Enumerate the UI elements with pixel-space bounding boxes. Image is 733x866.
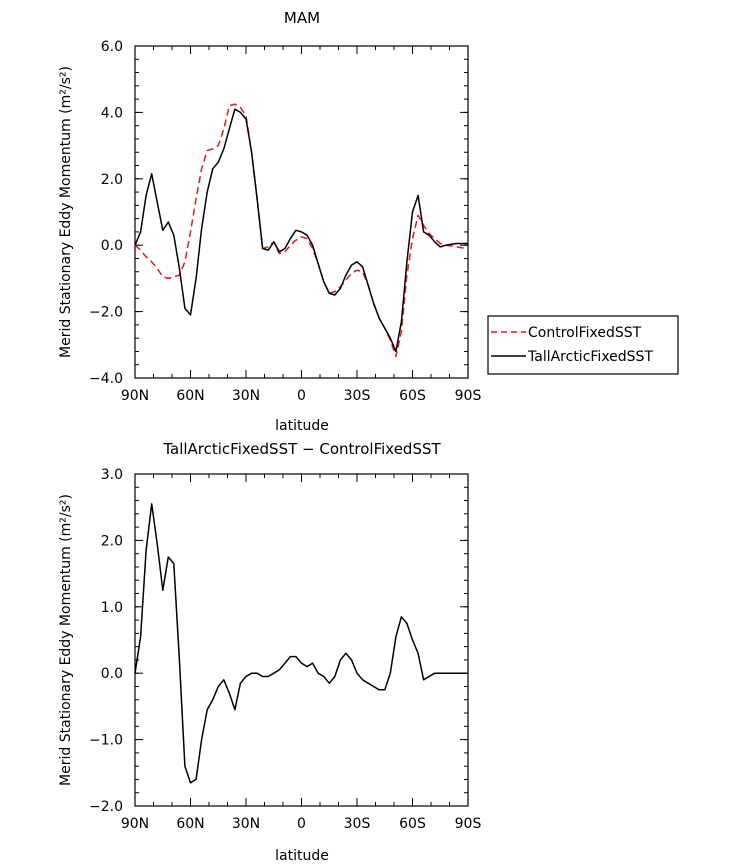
top-x-tick-label: 60N: [176, 388, 204, 404]
top-x-tick-label: 60S: [399, 388, 426, 404]
top-chart-title: MAM: [284, 9, 320, 27]
top-y-tick-label: −2.0: [89, 305, 123, 321]
bottom-y-tick-label: −2.0: [89, 799, 123, 815]
bottom-y-axis-label: Merid Stationary Eddy Momentum (m²/s²): [58, 494, 74, 786]
bottom-x-tick-label: 30S: [344, 816, 371, 832]
legend-label-control: ControlFixedSST: [528, 325, 642, 341]
top-axes: 90N 60N 30N 0 30S 60S 90S −4.0 −2.0 0.0 2.0 4.0 6.0: [89, 39, 481, 404]
bottom-chart-title: TallArcticFixedSST − ControlFixedSST: [162, 440, 441, 458]
bottom-x-tick-label: 0: [297, 816, 306, 832]
top-x-tick-label: 30N: [232, 388, 260, 404]
top-series-line-tallarcticfixedsst: [134, 108, 468, 353]
top-y-tick-label: 2.0: [101, 172, 123, 188]
top-y-tick-label: 6.0: [101, 39, 123, 55]
legend-box: [487, 315, 679, 375]
bottom-series-lines: [134, 503, 468, 784]
top-x-tick-label: 90N: [121, 388, 149, 404]
top-x-tick-label: 0: [297, 388, 306, 404]
bottom-x-axis-label: latitude: [275, 848, 329, 864]
top-x-tick-label: 30S: [344, 388, 371, 404]
top-y-tick-label: −4.0: [89, 371, 123, 387]
bottom-series-line-difference: [134, 503, 468, 784]
bottom-x-tick-label: 90S: [455, 816, 482, 832]
bottom-axes: 90N 60N 30N 0 30S 60S 90S −2.0 −1.0 0.0 1.0 2.0 3.0: [89, 467, 481, 832]
top-y-tick-label: 0.0: [101, 238, 123, 254]
bottom-y-tick-label: 3.0: [101, 467, 123, 483]
top-x-tick-label: 90S: [455, 388, 482, 404]
bottom-x-tick-label: 60N: [176, 816, 204, 832]
bottom-y-tick-label: 0.0: [101, 666, 123, 682]
legend: ControlFixedSST TallArcticFixedSST: [487, 315, 679, 375]
bottom-y-tick-label: 1.0: [101, 600, 123, 616]
legend-label-tallarctic: TallArcticFixedSST: [527, 349, 653, 365]
bottom-x-tick-label: 90N: [121, 816, 149, 832]
top-plot-frame: [134, 45, 469, 379]
bottom-y-tick-label: 2.0: [101, 533, 123, 549]
bottom-y-tick-label: −1.0: [89, 733, 123, 749]
top-series-line-controlfixedsst: [134, 103, 469, 358]
top-y-tick-label: 4.0: [101, 105, 123, 121]
bottom-x-tick-label: 60S: [399, 816, 426, 832]
top-y-axis-label: Merid Stationary Eddy Momentum (m²/s²): [58, 66, 74, 358]
bottom-x-tick-label: 30N: [232, 816, 260, 832]
bottom-panel: TallArcticFixedSST − ControlFixedSST 90N…: [58, 440, 481, 864]
top-series-lines: [134, 103, 469, 358]
top-x-axis-label: latitude: [275, 418, 329, 434]
top-panel: MAM 90N 60N 30N 0 30S 60S 90S −4.0 −2.0 0.0 2.0 4.0…: [58, 9, 679, 434]
